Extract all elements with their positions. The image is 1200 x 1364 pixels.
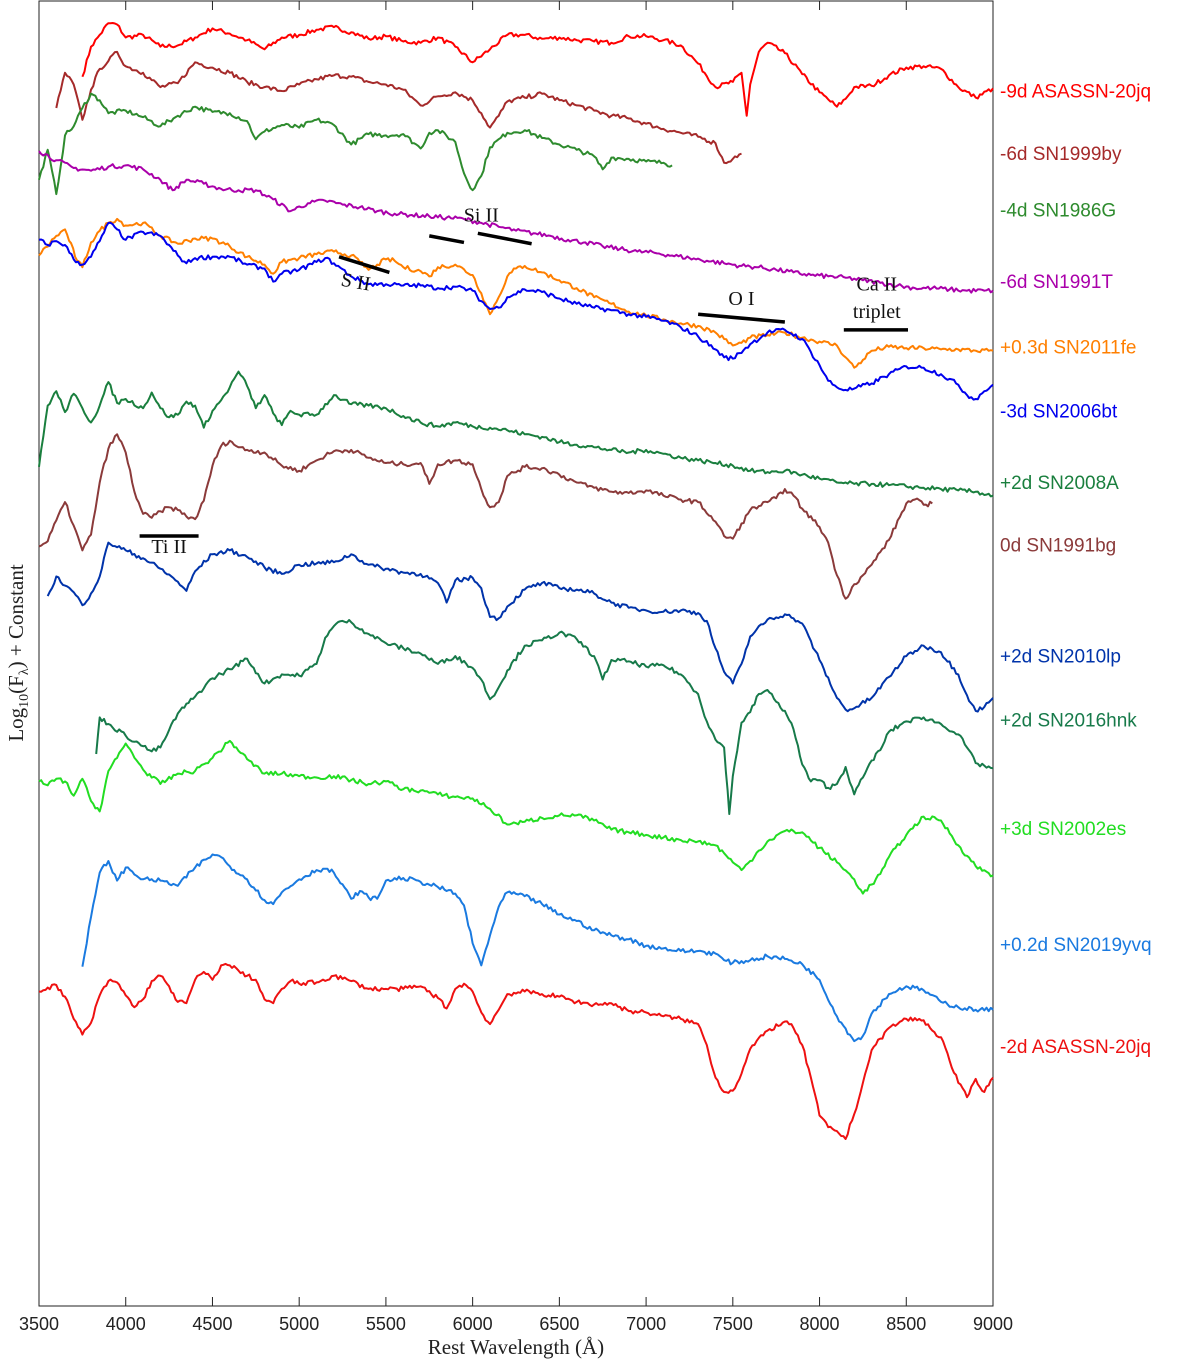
- x-tick-label-0: 3500: [19, 1314, 59, 1334]
- x-tick-label-4: 5500: [366, 1314, 406, 1334]
- series-layer: [38, 22, 994, 1140]
- series-line-3: [38, 150, 994, 294]
- series-label-11: +0.2d SN2019yvq: [1000, 935, 1152, 956]
- series-line-7: [38, 433, 933, 600]
- series-label-0: -9d ASASSN-20jq: [1000, 82, 1151, 103]
- series-line-2: [38, 92, 673, 196]
- x-tick-label-7: 7000: [626, 1314, 666, 1334]
- annotation-label-5: triplet: [853, 301, 901, 323]
- series-label-8: +2d SN2010lp: [1000, 647, 1121, 668]
- series-labels: -9d ASASSN-20jq -6d SN1999by -4d SN1986G -6…: [1000, 82, 1152, 1058]
- series-line-8: [46, 541, 994, 713]
- series-label-4: +0.3d SN2011fe: [1000, 337, 1136, 358]
- series-label-12: -2d ASASSN-20jq: [1000, 1037, 1151, 1058]
- y-axis-title-tail: ) + Constant: [4, 564, 28, 668]
- x-tick-label-5: 6000: [453, 1314, 493, 1334]
- annotation-bar-0: [338, 255, 390, 275]
- series-label-10: +3d SN2002es: [1000, 819, 1126, 840]
- y-axis-title-lambda: λ: [17, 668, 32, 675]
- y-axis-title-open: (F: [4, 675, 28, 694]
- x-tick-label-9: 8000: [800, 1314, 840, 1334]
- series-line-5: [38, 221, 994, 401]
- series-line-9: [95, 619, 994, 815]
- series-line-6: [38, 370, 994, 498]
- y-axis-title: Log10(Fλ) + Constant: [4, 564, 32, 741]
- x-axis-title: Rest Wavelength (Å): [428, 1335, 604, 1359]
- series-label-3: -6d SN1991T: [1000, 272, 1113, 293]
- annotation-label-6: Ti II: [151, 536, 186, 558]
- x-tick-label-2: 4500: [192, 1314, 232, 1334]
- plot-area: [38, 0, 994, 1307]
- x-tick-label-1: 4000: [106, 1314, 146, 1334]
- annotation-label-4: Ca II: [857, 274, 898, 296]
- x-axis-ticks: 3500 4000 4500 5000 5500 6000 6500 7000 7500 8000…: [19, 1, 1013, 1334]
- x-tick-label-3: 5000: [279, 1314, 319, 1334]
- annotation-bar-3: [697, 312, 786, 324]
- series-label-7: 0d SN1991bg: [1000, 536, 1116, 557]
- annotation-bar-1: [428, 234, 465, 245]
- y-axis-title-log: Log: [4, 707, 28, 741]
- annotation-label-3: O I: [728, 288, 754, 310]
- x-tick-label-10: 8500: [886, 1314, 926, 1334]
- y-axis-title-base: 10: [17, 694, 32, 708]
- series-label-1: -6d SN1999by: [1000, 144, 1122, 165]
- x-tick-label-6: 6500: [539, 1314, 579, 1334]
- series-label-2: -4d SN1986G: [1000, 200, 1116, 221]
- series-line-10: [38, 739, 994, 895]
- annotation-label-0: S II: [339, 269, 372, 296]
- x-tick-label-8: 7500: [713, 1314, 753, 1334]
- series-line-1: [55, 50, 742, 165]
- annotation-layer: S II Si II O I Ca II triplet Ti II: [139, 205, 909, 558]
- x-tick-label-11: 9000: [973, 1314, 1013, 1334]
- annotation-bar-2: [477, 231, 532, 246]
- series-label-5: -3d SN2006bt: [1000, 401, 1118, 422]
- series-line-11: [81, 853, 994, 1043]
- series-line-4: [38, 217, 994, 369]
- annotation-label-1: Si II: [464, 205, 499, 227]
- series-label-9: +2d SN2016hnk: [1000, 711, 1137, 732]
- series-label-6: +2d SN2008A: [1000, 473, 1119, 494]
- series-line-0: [81, 22, 994, 117]
- series-line-12: [38, 962, 994, 1140]
